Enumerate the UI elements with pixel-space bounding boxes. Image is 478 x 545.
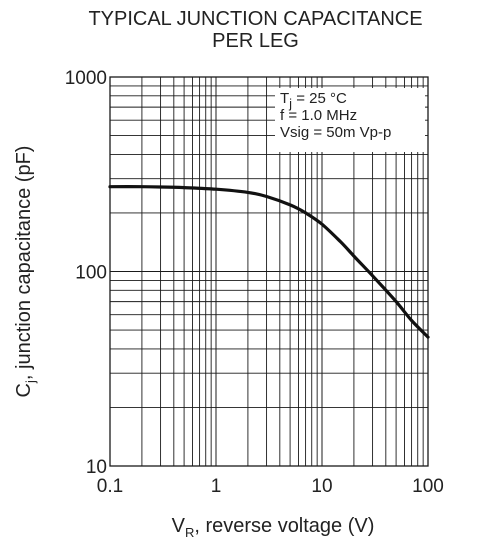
y-axis-label-text: Cj, junction capacitance (pF): [13, 146, 38, 398]
x-tick-label: 10: [311, 476, 332, 497]
x-tick-labels: 0.1 1 10 100: [97, 476, 444, 497]
condition-line-3: Vsig = 50m Vp-p: [280, 124, 391, 141]
plot-frame: [109, 76, 429, 467]
condition-line-1: Tj = 25 °C: [280, 90, 347, 111]
x-tick-label: 0.1: [97, 476, 123, 497]
series-group: [108, 185, 430, 339]
condition-line-2: f = 1.0 MHz: [280, 107, 357, 124]
y-tick-labels: 10 100 1000: [65, 68, 107, 478]
chart-title-line-2: PER LEG: [212, 30, 299, 52]
series-line-1: [108, 185, 430, 339]
x-axis-label-text: VR, reverse voltage (V): [172, 515, 375, 540]
y-tick-label: 1000: [65, 68, 107, 89]
conditions-box-bg: [275, 88, 425, 152]
y-tick-label: 10: [86, 457, 107, 478]
y-tick-label: 100: [75, 263, 107, 284]
x-tick-label: 1: [211, 476, 222, 497]
chart-title-line-1: TYPICAL JUNCTION CAPACITANCE: [88, 8, 423, 30]
x-tick-label: 100: [412, 476, 444, 497]
